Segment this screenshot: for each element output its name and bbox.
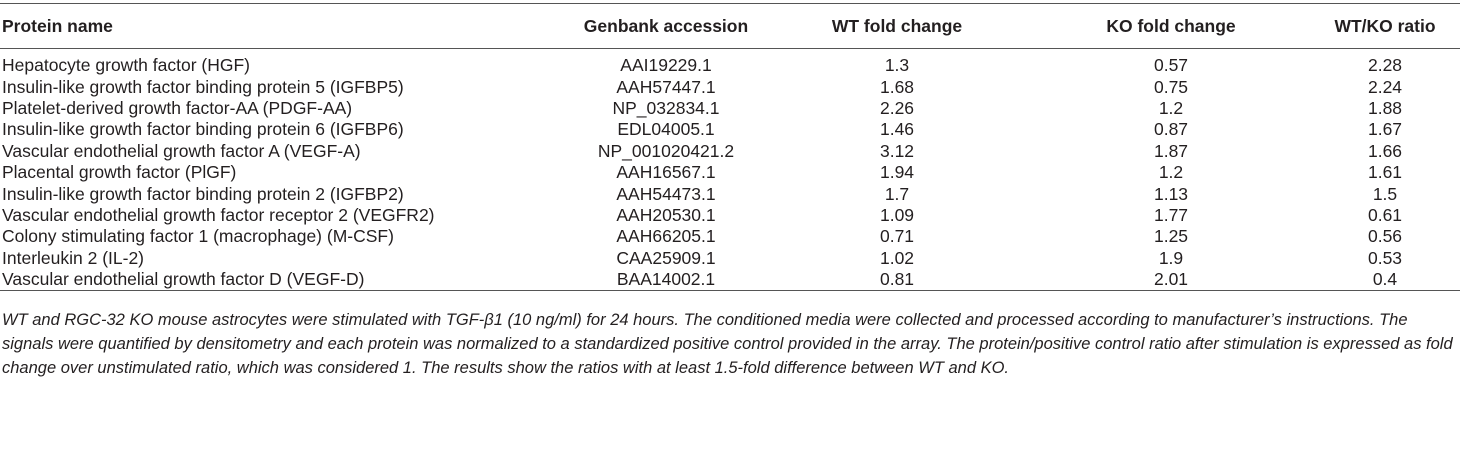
table-cell: 0.81	[879, 269, 915, 290]
table-cell: 1.09	[879, 204, 915, 225]
table-row: Insulin-like growth factor binding prote…	[0, 119, 1460, 140]
table-cell: 1.87	[1153, 140, 1189, 161]
table-cell: 1.3	[884, 55, 910, 76]
table-body: Hepatocyte growth factor (HGF) AAI19229.1…	[0, 49, 1460, 291]
table-cell: 1.88	[1367, 97, 1403, 118]
table-cell: 1.13	[1153, 183, 1189, 204]
table-cell: 1.61	[1367, 162, 1403, 183]
table-cell: AAH16567.1	[616, 162, 716, 183]
protein-name: Placental growth factor (PlGF)	[2, 162, 237, 183]
table-row: Interleukin 2 (IL-2) CAA25909.1 1.02 1.9 0.5…	[0, 248, 1460, 269]
column-header: KO fold change	[1106, 15, 1236, 36]
column-header: WT fold change	[831, 15, 963, 36]
header-row: Protein name Genbank accession WT fold cha…	[0, 3, 1460, 49]
table-row: Placental growth factor (PlGF) AAH16567.1…	[0, 162, 1460, 183]
table-row: Insulin-like growth factor binding prote…	[0, 76, 1460, 97]
column-header: Protein name	[2, 15, 113, 36]
table-cell: EDL04005.1	[617, 119, 715, 140]
table-cell: 2.28	[1367, 55, 1403, 76]
protein-name: Insulin-like growth factor binding prote…	[2, 76, 404, 97]
protein-name: Hepatocyte growth factor (HGF)	[2, 55, 250, 76]
protein-name: Platelet-derived growth factor-AA (PDGF-…	[2, 97, 353, 118]
protein-name: Vascular endothelial growth factor recep…	[2, 204, 435, 225]
table-cell: NP_032834.1	[612, 97, 720, 118]
table-cell: 0.53	[1367, 247, 1403, 268]
table-cell: 1.46	[879, 119, 915, 140]
table-cell: 2.01	[1153, 269, 1189, 290]
protein-name: Interleukin 2 (IL-2)	[2, 247, 145, 268]
table-cell: 0.57	[1153, 55, 1189, 76]
table-cell: NP_001020421.2	[597, 140, 735, 161]
table-cell: 1.94	[879, 162, 915, 183]
protein-name: Insulin-like growth factor binding prote…	[2, 119, 404, 140]
table-row: Insulin-like growth factor binding prote…	[0, 183, 1460, 204]
table-cell: 3.12	[879, 140, 915, 161]
table-cell: AAH54473.1	[616, 183, 716, 204]
protein-name: Vascular endothelial growth factor D (VE…	[2, 269, 365, 290]
table-cell: CAA25909.1	[616, 247, 716, 268]
table-footnote: WT and RGC-32 KO mouse astrocytes were s…	[2, 311, 1453, 377]
table-cell: 0.71	[879, 226, 915, 247]
protein-name: Insulin-like growth factor binding prote…	[2, 183, 404, 204]
table-cell: 1.9	[1158, 247, 1184, 268]
protein-name: Vascular endothelial growth factor A (VE…	[2, 140, 361, 161]
table-cell: AAH66205.1	[616, 226, 716, 247]
table-cell: 0.4	[1372, 269, 1398, 290]
protein-name: Colony stimulating factor 1 (macrophage)…	[2, 226, 394, 247]
table-cell: 1.68	[879, 76, 915, 97]
table-cell: 2.26	[879, 97, 915, 118]
table-cell: 1.67	[1367, 119, 1403, 140]
table-cell: 1.66	[1367, 140, 1403, 161]
table-cell: 1.5	[1372, 183, 1398, 204]
table-cell: 1.02	[879, 247, 915, 268]
table-cell: 0.61	[1367, 204, 1403, 225]
protein-table: Protein name Genbank accession WT fold cha…	[0, 3, 1460, 291]
column-header: WT/KO ratio	[1334, 15, 1436, 36]
table-row: Vascular endothelial growth factor A (VE…	[0, 141, 1460, 162]
table-cell: AAH20530.1	[616, 204, 716, 225]
table-cell: 2.24	[1367, 76, 1403, 97]
table-row: Hepatocyte growth factor (HGF) AAI19229.1…	[0, 49, 1460, 77]
table-cell: AAH57447.1	[616, 76, 716, 97]
table-row: Colony stimulating factor 1 (macrophage)…	[0, 226, 1460, 247]
table-cell: 1.7	[884, 183, 910, 204]
table-cell: AAI19229.1	[620, 55, 712, 76]
table-row: Vascular endothelial growth factor recep…	[0, 205, 1460, 226]
table-cell: 1.2	[1158, 162, 1184, 183]
table-cell: 1.2	[1158, 97, 1184, 118]
column-header: Genbank accession	[583, 15, 749, 36]
table-row: Vascular endothelial growth factor D (VE…	[0, 269, 1460, 291]
table-cell: BAA14002.1	[616, 269, 716, 290]
table-row: Platelet-derived growth factor-AA (PDGF-…	[0, 98, 1460, 119]
table-cell: 1.25	[1153, 226, 1189, 247]
table-cell: 1.77	[1153, 204, 1189, 225]
table-cell: 0.75	[1153, 76, 1189, 97]
table-cell: 0.87	[1153, 119, 1189, 140]
table-cell: 0.56	[1367, 226, 1403, 247]
